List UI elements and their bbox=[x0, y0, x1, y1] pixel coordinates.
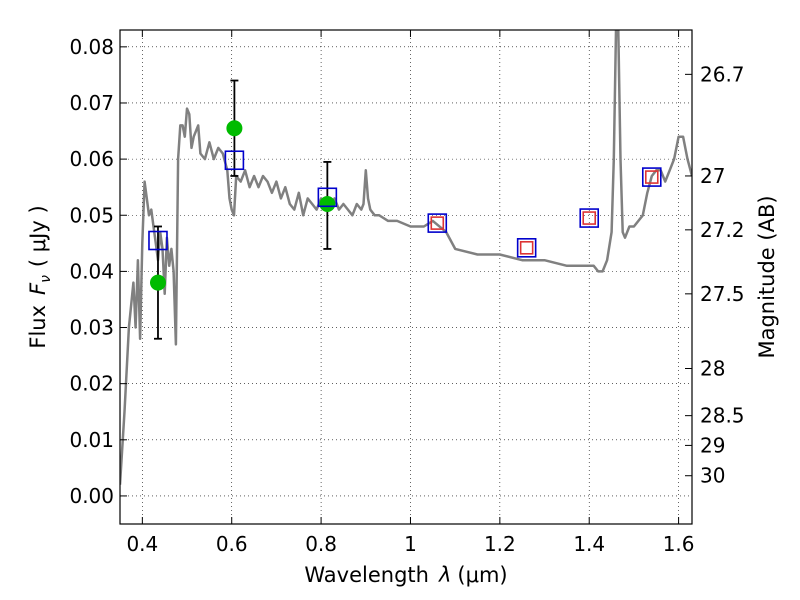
mag-tick-label: 27 bbox=[700, 164, 725, 188]
model-square bbox=[579, 208, 600, 228]
model-square bbox=[224, 150, 245, 171]
x-tick-label: 1.4 bbox=[573, 532, 605, 556]
y-tick-label: 0.01 bbox=[69, 428, 114, 452]
plot-frame bbox=[119, 29, 693, 525]
mag-tick-label: 28 bbox=[700, 357, 725, 381]
sed-line bbox=[120, 30, 692, 485]
mag-tick-label: 27.2 bbox=[700, 218, 745, 242]
y-tick-label: 0.07 bbox=[69, 91, 114, 115]
observed-point bbox=[226, 120, 243, 137]
y-tick-label: 0.02 bbox=[69, 372, 114, 396]
x-tick-label: 1.2 bbox=[484, 532, 516, 556]
y-tick-label: 0.00 bbox=[69, 484, 114, 508]
y-tick-label: 0.06 bbox=[69, 147, 114, 171]
upper-limit-square bbox=[644, 170, 659, 184]
mag-tick-label: 27.5 bbox=[700, 282, 745, 306]
model-square bbox=[641, 167, 662, 187]
observed-point bbox=[319, 196, 336, 213]
x-tick-label: 1.6 bbox=[663, 532, 695, 556]
axis-ticks: 0.4 0.6 0.8 1 1.2 1.4 1.6 0.00 0.01 0.02 0.03 0.04 0… bbox=[69, 30, 745, 556]
x-tick-label: 0.4 bbox=[126, 532, 158, 556]
upper-limit-square bbox=[519, 241, 534, 255]
mag-tick-label: 26.7 bbox=[700, 62, 745, 86]
y-axis-title: FluxFν( μJy ) bbox=[26, 205, 54, 348]
model-square bbox=[516, 238, 537, 258]
y-tick-label: 0.08 bbox=[69, 35, 114, 59]
grid-lines bbox=[120, 30, 692, 524]
upper-limit-square bbox=[582, 211, 597, 225]
mag-tick-label: 29 bbox=[700, 433, 725, 457]
y-tick-label: 0.03 bbox=[69, 316, 114, 340]
mag-tick-label: 30 bbox=[700, 464, 725, 488]
model-square bbox=[317, 187, 338, 208]
model-square bbox=[148, 230, 168, 251]
y2-axis-title: Magnitude (AB) bbox=[755, 195, 779, 358]
upper-limit-square bbox=[430, 216, 445, 230]
y-tick-label: 0.04 bbox=[69, 259, 114, 283]
x-tick-label: 0.8 bbox=[305, 532, 337, 556]
x-axis-title: Wavelength λ (μm) bbox=[304, 563, 507, 587]
model-square bbox=[427, 213, 448, 233]
observed-point bbox=[149, 274, 166, 291]
x-tick-label: 0.6 bbox=[216, 532, 248, 556]
x-tick-label: 1 bbox=[404, 532, 417, 556]
y-tick-label: 0.05 bbox=[69, 203, 114, 227]
mag-tick-label: 28.5 bbox=[700, 404, 745, 428]
